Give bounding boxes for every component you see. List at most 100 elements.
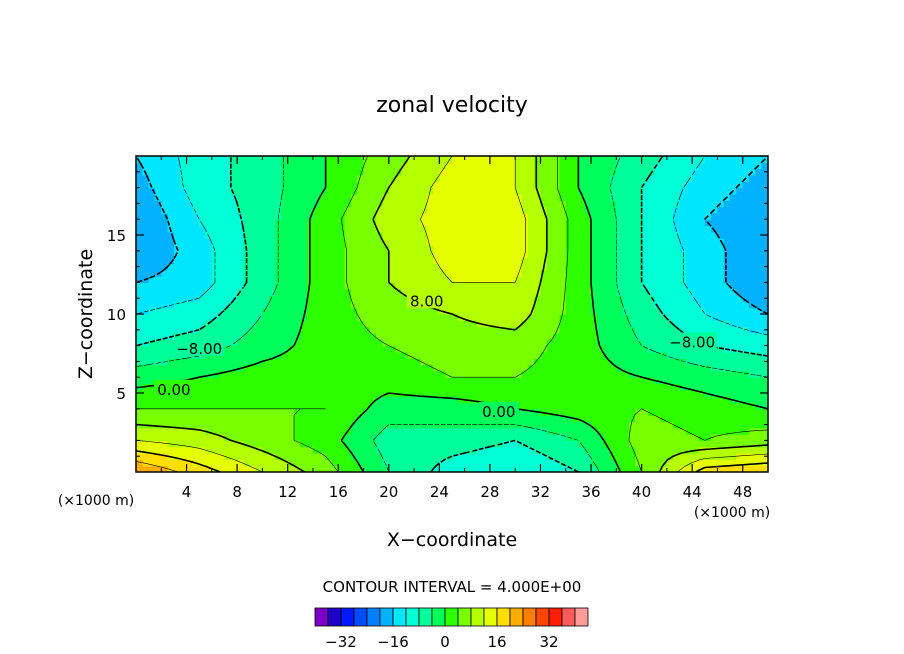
field-cell (527, 174, 535, 182)
field-cell (698, 225, 706, 233)
field-cell (420, 307, 428, 315)
field-cell (243, 314, 251, 321)
field-cell (515, 257, 523, 265)
field-cell (540, 168, 548, 176)
field-cell (363, 250, 371, 258)
field-cell (635, 263, 643, 271)
field-cell (749, 269, 756, 277)
field-cell (723, 358, 731, 366)
field-cell (679, 415, 687, 423)
field-cell (167, 351, 175, 359)
field-cell (717, 212, 725, 220)
field-cell (192, 162, 200, 170)
field-cell (521, 408, 529, 416)
field-cell (622, 174, 630, 182)
field-cell (445, 465, 453, 472)
field-cell (357, 181, 365, 189)
field-cell (641, 231, 649, 239)
field-cell (211, 282, 219, 290)
field-cell (287, 314, 295, 321)
field-cell (376, 238, 384, 246)
field-cell (572, 212, 579, 220)
field-cell (603, 358, 611, 366)
field-cell (723, 244, 731, 252)
field-cell (154, 427, 162, 435)
field-cell (559, 434, 567, 441)
field-cell (382, 181, 390, 189)
field-cell (439, 427, 447, 435)
field-cell (502, 459, 510, 467)
field-cell (148, 263, 156, 271)
field-cell (344, 370, 352, 378)
field-cell (685, 326, 693, 334)
field-cell (433, 459, 440, 467)
field-cell (186, 219, 194, 227)
field-cell (312, 156, 320, 163)
field-cell (395, 206, 403, 214)
field-cell (458, 421, 466, 429)
field-cell (603, 389, 611, 397)
field-cell (369, 339, 377, 347)
field-cell (470, 187, 478, 195)
field-cell (685, 269, 693, 277)
field-cell (218, 408, 226, 416)
field-cell (388, 181, 396, 189)
field-cell (161, 225, 169, 233)
field-cell (591, 162, 598, 170)
field-cell (698, 187, 706, 195)
field-cell (268, 250, 276, 258)
field-cell (736, 415, 744, 423)
field-cell (205, 301, 213, 309)
field-cell (540, 193, 548, 201)
field-cell (331, 156, 339, 163)
field-cell (275, 427, 282, 435)
field-cell (685, 427, 693, 435)
field-cell (635, 465, 643, 472)
field-cell (628, 206, 636, 214)
field-cell (262, 446, 270, 454)
field-cell (489, 181, 497, 189)
field-cell (698, 377, 706, 385)
field-cell (445, 193, 453, 201)
field-cell (527, 314, 535, 321)
field-cell (546, 301, 554, 309)
field-cell (597, 427, 605, 435)
field-cell (635, 446, 643, 454)
field-cell (300, 453, 308, 460)
field-cell (704, 168, 712, 176)
field-cell (433, 396, 440, 404)
field-cell (730, 345, 737, 353)
field-cell (458, 168, 466, 176)
field-cell (369, 415, 377, 423)
field-cell (761, 314, 768, 321)
field-cell (603, 231, 611, 239)
field-cell (312, 307, 320, 315)
field-cell (540, 231, 548, 239)
field-cell (249, 446, 257, 454)
field-cell (262, 453, 270, 460)
field-cell (148, 358, 156, 366)
field-cell (591, 383, 598, 391)
field-cell (502, 193, 510, 201)
field-cell (559, 301, 567, 309)
field-cell (622, 440, 630, 448)
field-cell (161, 168, 169, 176)
field-cell (445, 370, 453, 378)
field-cell (382, 307, 390, 315)
field-cell (572, 351, 579, 359)
field-cell (742, 231, 750, 239)
field-cell (350, 326, 358, 334)
field-cell (641, 446, 649, 454)
field-cell (666, 193, 674, 201)
field-cell (376, 377, 384, 385)
field-cell (730, 231, 737, 239)
field-cell (350, 440, 358, 448)
field-cell (420, 181, 428, 189)
field-cell (167, 314, 175, 321)
field-cell (230, 415, 238, 423)
field-cell (527, 250, 535, 258)
field-cell (369, 326, 377, 334)
field-cell (382, 156, 390, 163)
field-cell (578, 332, 586, 340)
field-cell (186, 314, 194, 321)
